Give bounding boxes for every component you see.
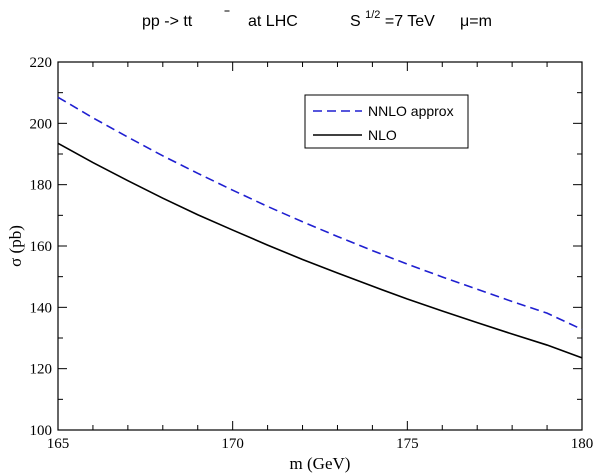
x-tick-label: 165	[47, 436, 70, 452]
title-scale: μ=m	[460, 13, 492, 30]
title-energy-value: =7 TeV	[385, 13, 435, 30]
y-tick-label: 200	[30, 116, 53, 132]
title-energy-prefix: S	[350, 13, 361, 30]
title-energy-exponent: 1/2	[365, 9, 380, 21]
x-axis-title: m (GeV)	[290, 454, 351, 473]
title-where: at LHC	[248, 13, 298, 30]
series-line-nnlo-approx	[57, 96, 583, 331]
x-tick-label: 180	[571, 436, 594, 452]
x-tick-label: 170	[221, 436, 244, 452]
y-tick-label: 100	[30, 423, 53, 439]
title-process: pp -> tt	[142, 13, 193, 30]
legend-label-nlo: NLO	[368, 127, 397, 143]
x-tick-label: 175	[396, 436, 419, 452]
y-tick-label: 140	[30, 300, 53, 316]
series-layer	[57, 96, 583, 359]
legend-label-nnlo: NNLO approx	[368, 103, 454, 119]
y-axis-title: σ (pb)	[6, 225, 25, 267]
y-tick-label: 160	[30, 239, 53, 255]
chart-title: pp -> tt at LHC S 1/2 =7 TeV μ=m	[142, 5, 492, 30]
ticks-layer: 165 170 175 180 100 120 140 160 180 200 220	[30, 55, 594, 452]
y-tick-label: 120	[30, 362, 53, 378]
legend-box	[304, 94, 469, 149]
y-tick-label: 220	[30, 55, 53, 71]
series-line-nlo	[57, 142, 583, 359]
y-tick-label: 180	[30, 178, 53, 194]
legend: NNLO approx NLO	[304, 94, 469, 149]
